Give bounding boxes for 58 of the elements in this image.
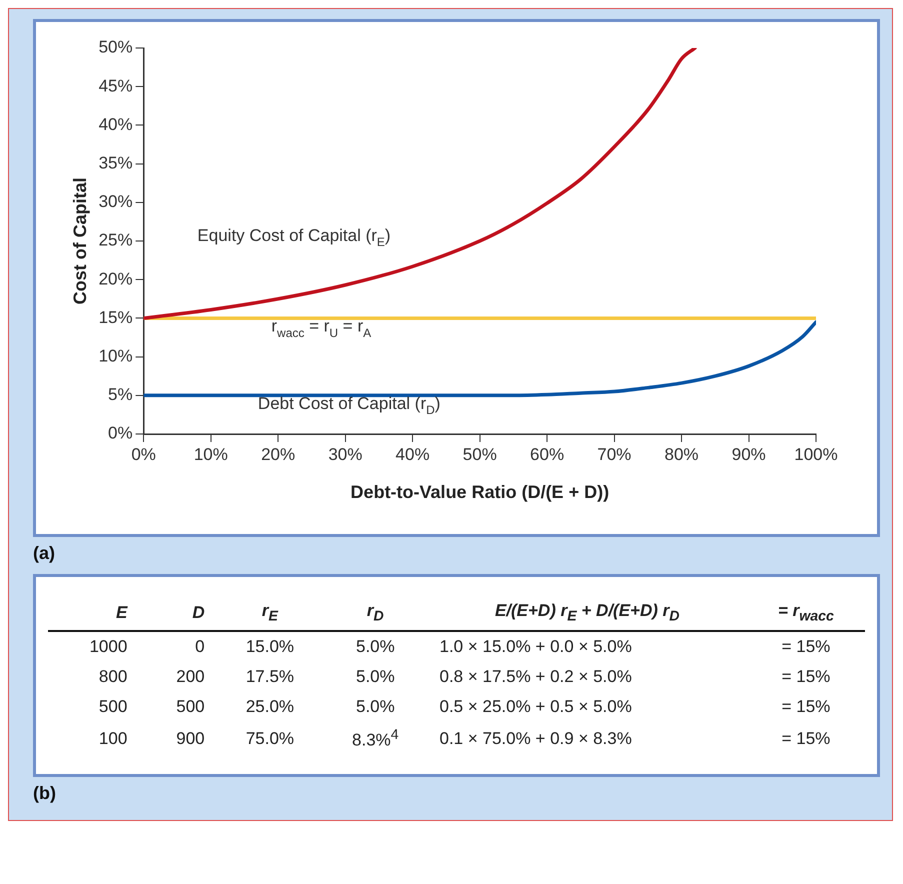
text: r$_{D}$	[366, 600, 385, 626]
y-tick-label: 10%	[98, 346, 133, 366]
text: 0.1 × 75.0% + 0.9 × 8.3%	[438, 728, 633, 750]
text: 100	[98, 728, 128, 750]
x-axis-title: Debt-to-Value Ratio (D/(E + D))	[350, 482, 610, 502]
x-tick-label: 20%	[261, 444, 296, 464]
line-series	[144, 320, 816, 398]
text: 5.0%	[354, 666, 396, 688]
text: 500	[98, 696, 128, 718]
y-tick-label: 45%	[98, 76, 133, 96]
text: = r$_{wacc}$	[777, 600, 835, 626]
text: D	[191, 602, 206, 624]
text: 25.0%	[244, 696, 296, 718]
y-tick-label: 50%	[98, 38, 133, 57]
x-tick-label: 90%	[732, 444, 766, 464]
x-tick-label: 30%	[328, 444, 362, 464]
text: 5.0%	[354, 696, 396, 718]
text: (a)	[33, 542, 56, 565]
text: (b)	[33, 782, 57, 806]
text: 75.0%	[244, 728, 296, 750]
y-tick-label: 5%	[108, 385, 133, 404]
text: 17.5%	[244, 666, 296, 688]
x-tick-label: 10%	[194, 444, 228, 464]
x-tick-label: 100%	[794, 444, 838, 464]
x-tick-label: 60%	[530, 444, 564, 464]
text: = 15%	[780, 728, 832, 750]
text: r$_{E}$	[260, 600, 280, 626]
y-tick-label: 25%	[98, 230, 133, 250]
text: E/(E+D) r$_{E}$ + D/(E+D) r$_{D}$	[494, 600, 680, 626]
x-tick-label: 0%	[131, 444, 156, 464]
text: 15.0%	[244, 636, 296, 658]
y-tick-label: 40%	[98, 114, 133, 134]
text: 0.8 × 17.5% + 0.2 × 5.0%	[438, 666, 633, 688]
text: = 15%	[780, 666, 832, 688]
text: 1000	[88, 636, 128, 658]
text: 5.0%	[354, 636, 396, 658]
text: = 15%	[780, 696, 832, 718]
text: 0	[194, 636, 206, 658]
text: = 15%	[780, 636, 832, 658]
text: 500	[175, 696, 206, 718]
line-series	[144, 48, 697, 320]
y-axis-title: Cost of Capital	[70, 177, 90, 305]
x-tick-label: 70%	[597, 444, 632, 464]
text: 900	[175, 728, 206, 750]
x-tick-label: 40%	[396, 444, 430, 464]
text: 200	[175, 666, 206, 688]
text: 8.3%$^{4}$	[351, 726, 400, 752]
text: E	[114, 602, 129, 624]
x-tick-label: 50%	[462, 444, 497, 464]
text: 800	[98, 666, 128, 688]
y-tick-label: 0%	[108, 424, 133, 443]
y-tick-label: 15%	[98, 308, 133, 327]
y-tick-label: 35%	[98, 153, 133, 172]
text: 1.0 × 15.0% + 0.0 × 5.0%	[438, 636, 633, 658]
text: 0.5 × 25.0% + 0.5 × 5.0%	[438, 696, 633, 718]
y-tick-label: 30%	[98, 192, 133, 212]
y-tick-label: 20%	[98, 269, 133, 288]
x-tick-label: 80%	[664, 444, 699, 464]
